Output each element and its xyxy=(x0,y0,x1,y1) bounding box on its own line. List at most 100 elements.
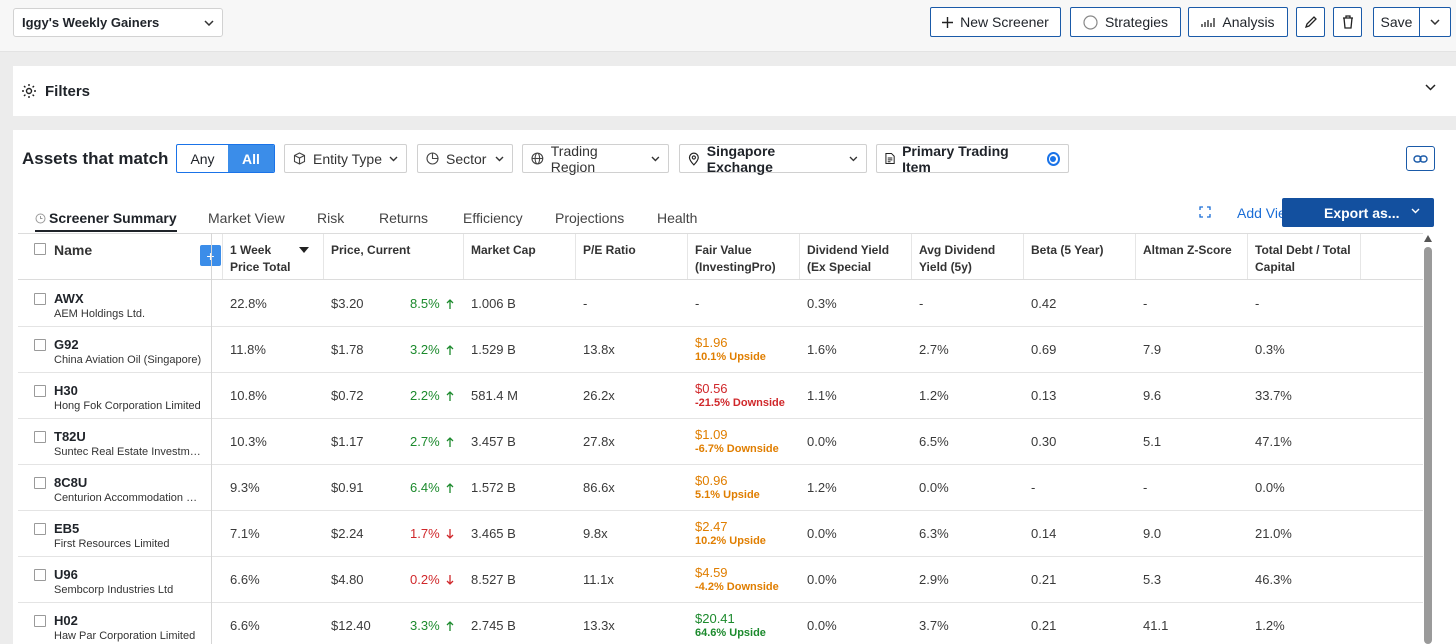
chevron-down-icon[interactable] xyxy=(1425,84,1436,91)
match-any-option[interactable]: Any xyxy=(190,150,215,167)
tab-health[interactable]: Health xyxy=(657,210,698,226)
table-row[interactable]: H30 Hong Fok Corporation Limited 10.8% $0.7… xyxy=(18,373,1423,419)
primary-trading-item-filter[interactable]: Primary Trading Item xyxy=(876,142,1069,175)
table-row[interactable]: 8C8U Centurion Accommodation REIT 9.3% $0.9… xyxy=(18,465,1423,511)
fair-value[interactable]: $1.96 10.1% Upside xyxy=(695,335,766,365)
col-price-current[interactable]: Price, Current xyxy=(322,234,410,279)
dividend-yield-value: 1.2% xyxy=(807,480,837,495)
tab-screener-summary[interactable]: Screener Summary xyxy=(35,210,177,232)
tab-efficiency[interactable]: Efficiency xyxy=(463,210,523,226)
dividend-yield-value: 0.0% xyxy=(807,526,837,541)
clock-icon xyxy=(35,213,46,224)
row-checkbox[interactable] xyxy=(34,523,46,535)
ticker-symbol[interactable]: U96 xyxy=(54,567,78,582)
ticker-symbol[interactable]: H30 xyxy=(54,383,78,398)
edit-button[interactable] xyxy=(1296,7,1325,37)
exchange-filter[interactable]: Singapore Exchange xyxy=(679,143,867,175)
tab-market-view[interactable]: Market View xyxy=(208,210,285,226)
col-dividend-yield[interactable]: Dividend Yield (Ex Special xyxy=(798,234,889,279)
ticker-symbol[interactable]: 8C8U xyxy=(54,475,88,490)
dividend-yield-value: 0.0% xyxy=(807,618,837,633)
col-fair-value[interactable]: Fair Value (InvestingPro) xyxy=(687,234,776,279)
fair-value[interactable]: $2.47 10.2% Upside xyxy=(695,519,766,549)
frozen-column-divider xyxy=(211,233,212,644)
document-icon xyxy=(885,152,895,165)
row-checkbox[interactable] xyxy=(34,615,46,627)
fair-value[interactable]: $0.96 5.1% Upside xyxy=(695,473,760,503)
table-scrollbar[interactable] xyxy=(1423,235,1433,644)
col-avg-dividend-yield[interactable]: Avg Dividend Yield (5y) xyxy=(910,234,995,279)
match-all-option[interactable]: All xyxy=(228,145,274,172)
chevron-down-icon xyxy=(204,19,214,26)
col-beta[interactable]: Beta (5 Year) xyxy=(1023,234,1104,279)
col-pe-ratio[interactable]: P/E Ratio xyxy=(575,234,636,279)
ticker-symbol[interactable]: T82U xyxy=(54,429,86,444)
strategies-button[interactable]: Strategies xyxy=(1070,7,1181,37)
fair-value[interactable]: $1.09 -6.7% Downside xyxy=(695,427,779,457)
share-link-button[interactable] xyxy=(1406,146,1435,171)
ticker-symbol[interactable]: G92 xyxy=(54,337,79,352)
tab-returns[interactable]: Returns xyxy=(379,210,429,226)
fair-value[interactable]: $0.56 -21.5% Downside xyxy=(695,381,785,411)
table-row[interactable]: U96 Sembcorp Industries Ltd 6.6% $4.80 0.2% 8… xyxy=(18,557,1423,603)
pe-ratio-value: 13.8x xyxy=(583,342,615,357)
fair-value[interactable]: $20.41 64.6% Upside xyxy=(695,611,766,641)
col-altman-z-score[interactable]: Altman Z-Score xyxy=(1135,234,1232,279)
table-row[interactable]: AWX AEM Holdings Ltd. 22.8% $3.20 8.5% 1.006 … xyxy=(18,281,1423,327)
row-checkbox[interactable] xyxy=(34,477,46,489)
week-price-total-value: 11.8% xyxy=(230,342,266,357)
add-view-link[interactable]: Add View xyxy=(1237,205,1296,221)
save-button[interactable]: Save xyxy=(1373,7,1451,37)
select-all-checkbox[interactable] xyxy=(34,243,46,255)
ticker-symbol[interactable]: EB5 xyxy=(54,521,80,536)
total-debt-capital-value: 46.3% xyxy=(1255,572,1292,587)
primary-trading-item-radio[interactable] xyxy=(1046,151,1060,166)
table-row[interactable]: EB5 First Resources Limited 7.1% $2.24 1.7% 3… xyxy=(18,511,1423,557)
row-checkbox[interactable] xyxy=(34,569,46,581)
row-checkbox[interactable] xyxy=(34,293,46,305)
scrollbar-thumb[interactable] xyxy=(1424,247,1432,644)
fair-value[interactable]: $4.59 -4.2% Downside xyxy=(695,565,779,595)
total-debt-capital-value: 21.0% xyxy=(1255,526,1292,541)
primary-trading-item-label: Primary Trading Item xyxy=(902,142,1009,175)
entity-type-filter[interactable]: Entity Type xyxy=(284,144,407,173)
col-total-debt-capital[interactable]: Total Debt / Total Capital xyxy=(1247,234,1351,279)
fullscreen-icon[interactable] xyxy=(1199,206,1211,218)
filters-title: Filters xyxy=(45,82,91,100)
dividend-yield-value: 1.6% xyxy=(807,342,837,357)
altman-z-score-value: 5.1 xyxy=(1143,434,1162,449)
avg-dividend-yield-value: 2.9% xyxy=(919,572,949,587)
sector-filter[interactable]: Sector xyxy=(417,144,513,173)
col-week-price-total[interactable]: 1 Week Price Total xyxy=(221,234,309,279)
col-name[interactable]: Name xyxy=(54,242,93,258)
screener-select[interactable]: Iggy's Weekly Gainers xyxy=(13,8,223,37)
trading-region-label: Trading Region xyxy=(550,142,598,175)
entity-type-label: Entity Type xyxy=(313,150,383,167)
col-market-cap[interactable]: Market Cap xyxy=(463,234,536,279)
tab-projections[interactable]: Projections xyxy=(555,210,625,226)
ticker-symbol[interactable]: H02 xyxy=(54,613,78,628)
add-column-button[interactable]: + xyxy=(200,245,221,266)
col-label: 1 Week xyxy=(230,243,272,257)
table-row[interactable]: T82U Suntec Real Estate Investment Trust 1… xyxy=(18,419,1423,465)
ticker-symbol[interactable]: AWX xyxy=(54,291,84,306)
row-checkbox[interactable] xyxy=(34,385,46,397)
price-change: 1.7% xyxy=(410,511,454,556)
analysis-button[interactable]: Analysis xyxy=(1188,7,1288,37)
price-value: $0.72 xyxy=(331,388,364,403)
save-dropdown[interactable] xyxy=(1420,19,1450,25)
delete-button[interactable] xyxy=(1333,7,1362,37)
link-icon xyxy=(1413,154,1428,163)
match-toggle[interactable]: Any All xyxy=(176,144,275,173)
avg-dividend-yield-value: 6.3% xyxy=(919,526,949,541)
new-screener-button[interactable]: New Screener xyxy=(930,7,1061,37)
export-button[interactable]: Export as... xyxy=(1282,198,1434,227)
table-row[interactable]: H02 Haw Par Corporation Limited 6.6% $12.40… xyxy=(18,603,1423,644)
row-checkbox[interactable] xyxy=(34,339,46,351)
filters-panel[interactable]: Filters xyxy=(13,66,1456,116)
scroll-up-arrow-icon[interactable] xyxy=(1424,235,1432,242)
trading-region-filter[interactable]: Trading Region xyxy=(522,142,669,175)
tab-risk[interactable]: Risk xyxy=(317,210,345,226)
table-row[interactable]: G92 China Aviation Oil (Singapore) 11.8% $1… xyxy=(18,327,1423,373)
row-checkbox[interactable] xyxy=(34,431,46,443)
